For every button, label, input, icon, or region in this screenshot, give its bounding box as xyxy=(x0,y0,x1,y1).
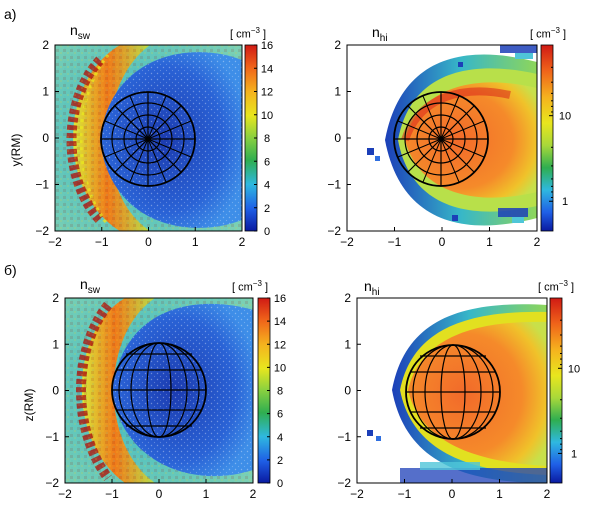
y-tick-label: 2 xyxy=(42,38,49,52)
y-axis-label-a: y(RM) xyxy=(9,134,23,167)
colorbar-tick-label: 12 xyxy=(261,87,273,99)
planet-grid xyxy=(405,344,501,440)
planet-grid xyxy=(111,342,207,438)
y-tick-label: 2 xyxy=(52,291,59,305)
units-a-right: [ cm−3 ] xyxy=(530,26,567,41)
y-tick-label: 0 xyxy=(344,384,351,398)
colorbar-tick-label: 14 xyxy=(261,63,273,75)
y-tick-label: −1 xyxy=(35,178,49,192)
planet-grid xyxy=(393,91,489,187)
colorbar-tick-label: 0 xyxy=(264,226,270,238)
colorbar-tick-label: 0 xyxy=(277,478,283,490)
title-b-left: nsw xyxy=(80,276,101,296)
y-tick-label: −1 xyxy=(45,430,59,444)
colorbar-tick-label: 6 xyxy=(264,156,270,168)
x-tick-label: −2 xyxy=(48,235,62,249)
colorbar-tick-label: 10 xyxy=(568,363,580,375)
colorbar-tick-label: 2 xyxy=(277,455,283,467)
y-tick-label: −1 xyxy=(337,430,351,444)
x-tick-label: −2 xyxy=(340,235,354,249)
units-b-right: [ cm−3 ] xyxy=(538,279,575,294)
x-tick-label: 1 xyxy=(203,487,210,501)
colorbar-tick-label: 10 xyxy=(559,111,571,123)
colorbar-a-right xyxy=(540,44,554,232)
y-tick-label: 0 xyxy=(52,384,59,398)
x-tick-label: 0 xyxy=(156,487,163,501)
y-tick-label: 1 xyxy=(42,85,49,99)
row-label-b: б) xyxy=(4,262,17,278)
panel-b-right xyxy=(356,297,548,484)
x-tick-label: 1 xyxy=(192,235,199,249)
y-tick-label: −1 xyxy=(327,178,341,192)
x-tick-label: −2 xyxy=(350,487,364,501)
colorbar-tick-label: 4 xyxy=(264,180,270,192)
y-tick-label: 2 xyxy=(344,291,351,305)
colorbar-tick-label: 10 xyxy=(261,110,273,122)
x-tick-label: 2 xyxy=(544,487,551,501)
x-tick-label: 2 xyxy=(250,487,257,501)
y-tick-label: −2 xyxy=(327,224,341,238)
colorbar-tick-label: 8 xyxy=(264,133,270,145)
planet-grid xyxy=(100,91,196,187)
colorbar-tick-label: 8 xyxy=(277,386,283,398)
x-tick-label: −1 xyxy=(105,487,119,501)
x-tick-label: 0 xyxy=(439,235,446,249)
y-tick-label: −2 xyxy=(35,224,49,238)
colorbar-tick-label: 16 xyxy=(261,40,273,52)
colorbar-tick-label: 10 xyxy=(274,362,286,374)
units-a-left: [ cm−3 ] xyxy=(230,26,267,41)
y-tick-label: −2 xyxy=(45,476,59,490)
colorbar-tick-label: 2 xyxy=(264,203,270,215)
y-axis-label-b: z(RM) xyxy=(22,389,36,422)
y-tick-label: −2 xyxy=(337,476,351,490)
x-tick-label: 1 xyxy=(486,235,493,249)
title-a-left: nsw xyxy=(70,22,91,42)
title-b-right: nhi xyxy=(364,278,380,298)
y-tick-label: 1 xyxy=(334,85,341,99)
y-tick-label: 0 xyxy=(42,131,49,145)
x-tick-label: 2 xyxy=(534,235,541,249)
colorbar-tick-label: 1 xyxy=(562,196,568,208)
title-a-right: nhi xyxy=(372,24,388,44)
colorbar-tick-label: 16 xyxy=(274,293,286,305)
x-tick-label: −1 xyxy=(388,235,402,249)
panel-a-right xyxy=(346,44,538,232)
colorbar-tick-label: 12 xyxy=(274,339,286,351)
colorbar-tick-label: 1 xyxy=(571,448,577,460)
y-tick-label: 2 xyxy=(334,38,341,52)
colorbar-tick-label: 4 xyxy=(277,432,283,444)
x-tick-label: −1 xyxy=(95,235,109,249)
x-tick-label: 0 xyxy=(449,487,456,501)
y-tick-label: 1 xyxy=(52,337,59,351)
x-tick-label: 0 xyxy=(145,235,152,249)
units-b-left: [ cm−3 ] xyxy=(232,279,269,294)
colorbar-tick-label: 6 xyxy=(277,409,283,421)
x-tick-label: 1 xyxy=(496,487,503,501)
x-tick-label: 2 xyxy=(239,235,246,249)
row-label-a: а) xyxy=(4,6,17,22)
x-tick-label: −2 xyxy=(58,487,72,501)
x-tick-label: −1 xyxy=(398,487,412,501)
y-tick-label: 0 xyxy=(334,131,341,145)
y-tick-label: 1 xyxy=(344,337,351,351)
colorbar-b-right xyxy=(549,297,563,484)
panel-b-left xyxy=(64,297,254,484)
colorbar-tick-label: 14 xyxy=(274,316,286,328)
panel-a-left xyxy=(54,44,243,232)
